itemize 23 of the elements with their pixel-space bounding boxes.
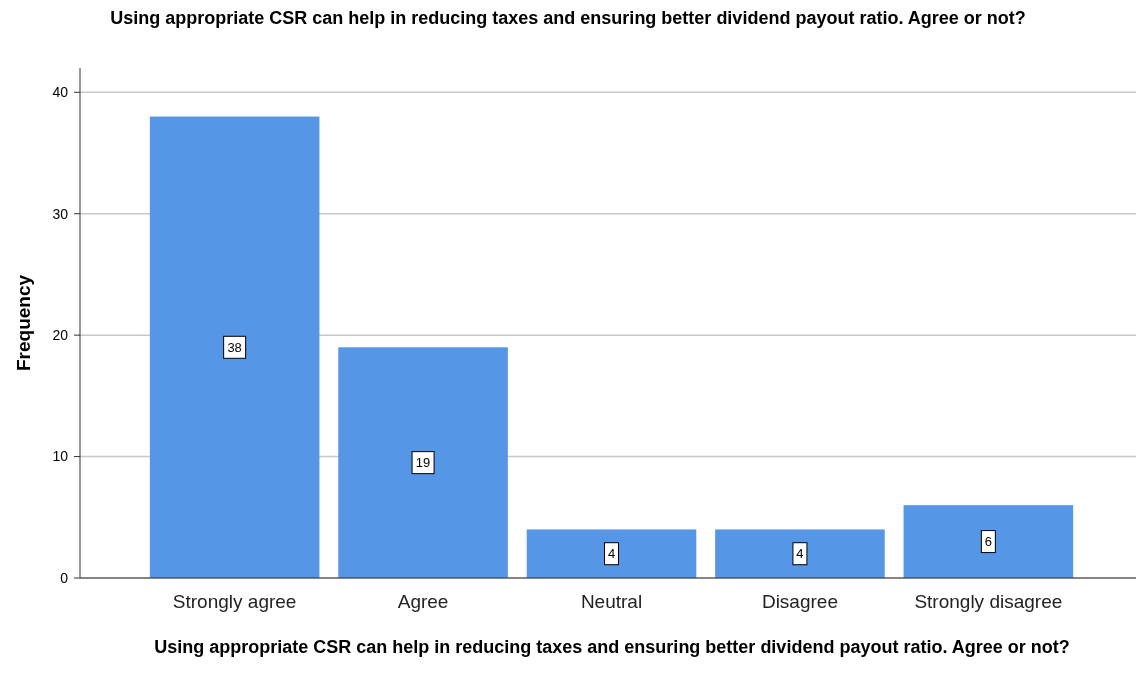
bar: [903, 505, 1074, 578]
x-tick-label: Agree: [397, 591, 449, 612]
chart-title: Using appropriate CSR can help in reducing taxes and ensuring better dividend payout ratio. Agree or not?: [110, 8, 1026, 28]
y-axis-title: Frequency: [13, 274, 34, 372]
y-tick-label: 40: [52, 84, 69, 101]
y-tick-label: 30: [52, 205, 69, 222]
data-label: 4: [796, 546, 804, 562]
x-tick-label: Neutral: [580, 591, 643, 612]
x-tick-label: Strongly disagree: [914, 591, 1063, 612]
y-tick-label: 20: [52, 327, 69, 344]
x-tick-label: Strongly agree: [172, 591, 297, 612]
x-tick-label: Disagree: [761, 591, 838, 612]
bar: [715, 529, 885, 578]
bar: [338, 347, 508, 578]
bar: [526, 529, 697, 578]
bar: [149, 116, 320, 578]
x-axis-title: Using appropriate CSR can help in reducing taxes and ensuring better dividend payout ratio. Agree or not?: [154, 637, 1070, 657]
data-label: 19: [415, 455, 431, 471]
data-label: 6: [984, 534, 992, 550]
y-tick-label: 10: [52, 448, 69, 465]
data-label: 38: [227, 339, 242, 355]
data-label: 4: [607, 546, 616, 562]
y-tick-label: 0: [60, 569, 69, 586]
